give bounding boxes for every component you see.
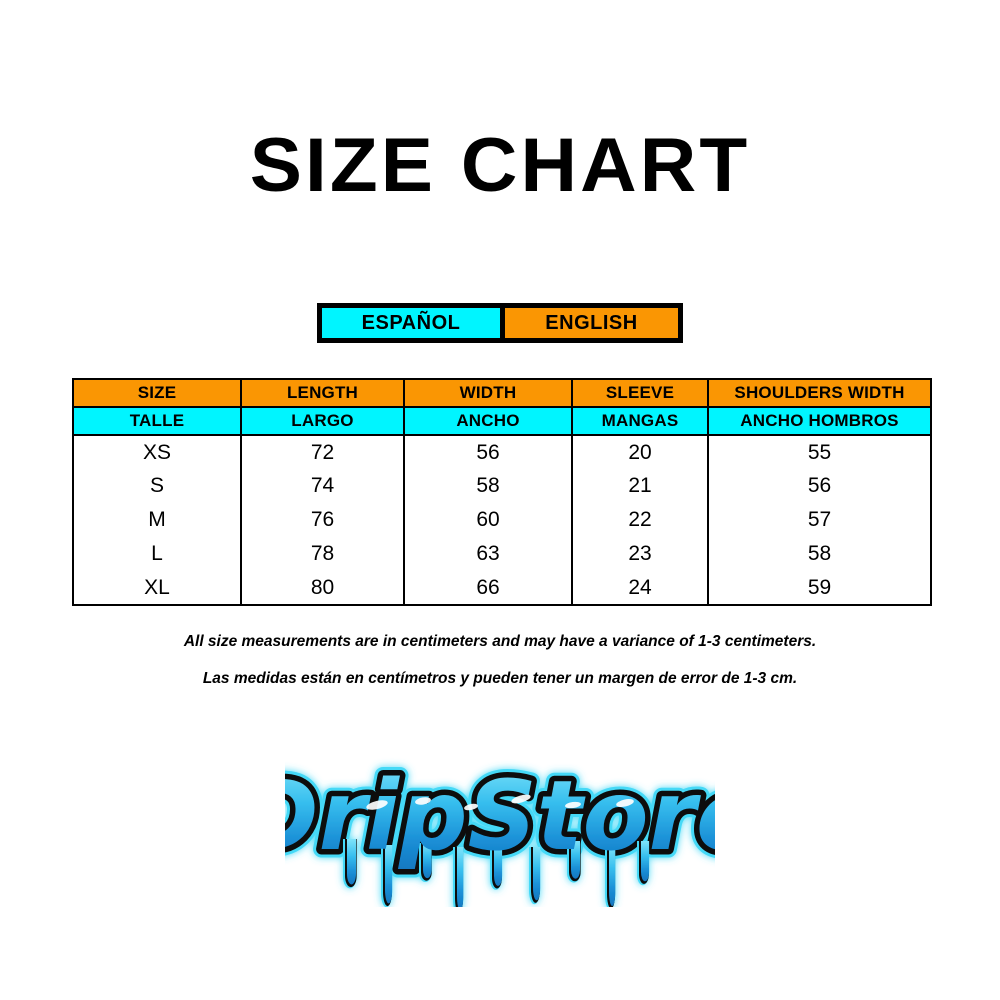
table-row: L 78 63 23 58	[72, 537, 932, 571]
dripstore-graffiti-logo: DripStore DripStore	[285, 757, 715, 907]
language-tab-english[interactable]: ENGLISH	[500, 308, 678, 338]
header-length-es: LARGO	[240, 406, 405, 436]
table-header-row-spanish: TALLE LARGO ANCHO MANGAS ANCHO HOMBROS	[72, 406, 932, 436]
header-size-es: TALLE	[72, 406, 242, 436]
logo-fill-layer: DripStore	[285, 760, 715, 872]
brand-logo: DripStore DripStore	[0, 757, 1000, 907]
cell-size: XL	[72, 571, 242, 606]
cell-width: 60	[403, 503, 573, 537]
cell-shoulders: 57	[707, 503, 932, 537]
cell-width: 58	[403, 469, 573, 503]
header-width-es: ANCHO	[403, 406, 573, 436]
cell-length: 74	[240, 469, 405, 503]
cell-length: 76	[240, 503, 405, 537]
logo-highlights	[366, 794, 634, 811]
footnote-english: All size measurements are in centimeters…	[183, 633, 817, 650]
cell-size: XS	[72, 434, 242, 469]
cell-width: 63	[403, 537, 573, 571]
cell-shoulders: 58	[707, 537, 932, 571]
cell-sleeve: 24	[571, 571, 709, 606]
header-sleeve-es: MANGAS	[571, 406, 709, 436]
table-row: XL 80 66 24 59	[72, 571, 932, 606]
cell-sleeve: 21	[571, 469, 709, 503]
table-row: S 74 58 21 56	[72, 469, 932, 503]
cell-length: 72	[240, 434, 405, 469]
table-row: M 76 60 22 57	[72, 503, 932, 537]
header-size-en: SIZE	[72, 378, 242, 408]
cell-sleeve: 22	[571, 503, 709, 537]
footnote-spanish: Las medidas están en centímetros y puede…	[202, 670, 798, 687]
cell-width: 56	[403, 434, 573, 469]
table-head: SIZE LENGTH WIDTH SLEEVE SHOULDERS WIDTH…	[72, 378, 932, 436]
cell-sleeve: 20	[571, 434, 709, 469]
table-body: XS 72 56 20 55 S 74 58 21 56 M 76 60 22 …	[72, 434, 932, 606]
language-toggle[interactable]: ESPAÑOL ENGLISH	[317, 303, 683, 343]
table-header-row-english: SIZE LENGTH WIDTH SLEEVE SHOULDERS WIDTH	[72, 378, 932, 408]
size-chart-table: SIZE LENGTH WIDTH SLEEVE SHOULDERS WIDTH…	[72, 378, 932, 606]
cell-size: L	[72, 537, 242, 571]
cell-shoulders: 55	[707, 434, 932, 469]
language-tab-spanish[interactable]: ESPAÑOL	[322, 308, 500, 338]
cell-sleeve: 23	[571, 537, 709, 571]
cell-shoulders: 56	[707, 469, 932, 503]
page-title: SIZE CHART	[249, 123, 751, 208]
cell-length: 80	[240, 571, 405, 606]
header-shoulders-es: ANCHO HOMBROS	[707, 406, 932, 436]
cell-shoulders: 59	[707, 571, 932, 606]
header-length-en: LENGTH	[240, 378, 405, 408]
cell-width: 66	[403, 571, 573, 606]
size-chart-table-container: SIZE LENGTH WIDTH SLEEVE SHOULDERS WIDTH…	[72, 378, 932, 606]
cell-length: 78	[240, 537, 405, 571]
header-sleeve-en: SLEEVE	[571, 378, 709, 408]
table-row: XS 72 56 20 55	[72, 434, 932, 469]
header-width-en: WIDTH	[403, 378, 573, 408]
header-shoulders-en: SHOULDERS WIDTH	[707, 378, 932, 408]
cell-size: M	[72, 503, 242, 537]
cell-size: S	[72, 469, 242, 503]
